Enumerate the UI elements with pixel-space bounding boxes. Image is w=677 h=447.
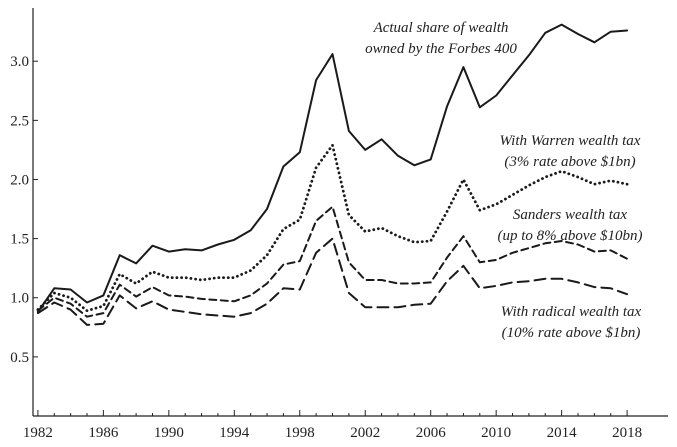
annotation-actual-line-2: owned by the Forbes 400	[365, 41, 517, 57]
x-tick-label: 1982	[23, 425, 53, 441]
y-tick-label: 2.0	[10, 172, 29, 188]
annotation-actual-line-1: Actual share of wealth	[373, 20, 509, 36]
x-tick-label: 2002	[350, 425, 380, 441]
y-tick-label: 1.5	[10, 232, 29, 248]
y-tick-label: 0.5	[10, 350, 29, 366]
annotation-sanders-line-1: Sanders wealth tax	[513, 207, 627, 223]
series-line-warren	[36, 143, 629, 313]
y-ticks: 0.5 1.0 1.5 2.0 2.5 3.0	[10, 54, 38, 366]
x-tick-label: 2018	[612, 425, 642, 441]
annotation-radical-line-2: (10% rate above $1bn)	[502, 325, 641, 341]
series-line-actual	[36, 23, 629, 313]
series-lines	[36, 23, 629, 326]
annotations: Actual share of wealth owned by the Forb…	[365, 20, 642, 341]
annotation-sanders-line-2: (up to 8% above $10bn)	[498, 228, 643, 244]
series-line-radical	[36, 237, 629, 326]
x-tick-label: 1998	[285, 425, 315, 441]
y-tick-label: 1.0	[10, 291, 29, 307]
x-tick-label: 2014	[547, 425, 578, 441]
y-tick-label: 2.5	[10, 113, 29, 129]
x-tick-label: 2006	[416, 425, 447, 441]
x-tick-label: 1986	[88, 425, 119, 441]
series-line-sanders	[36, 205, 629, 318]
annotation-radical-line-1: With radical wealth tax	[501, 304, 642, 320]
annotation-warren-line-1: With Warren wealth tax	[500, 133, 641, 149]
y-tick-label: 3.0	[10, 54, 29, 70]
x-tick-label: 1994	[219, 425, 250, 441]
axes	[32, 8, 668, 417]
x-tick-label: 1990	[154, 425, 184, 441]
x-tick-label: 2010	[481, 425, 511, 441]
annotation-warren-line-2: (3% rate above $1bn)	[504, 154, 635, 170]
x-ticks: 1982 1986 1990 1994 1998 2002 2006 2010 2014 2018	[23, 410, 642, 441]
